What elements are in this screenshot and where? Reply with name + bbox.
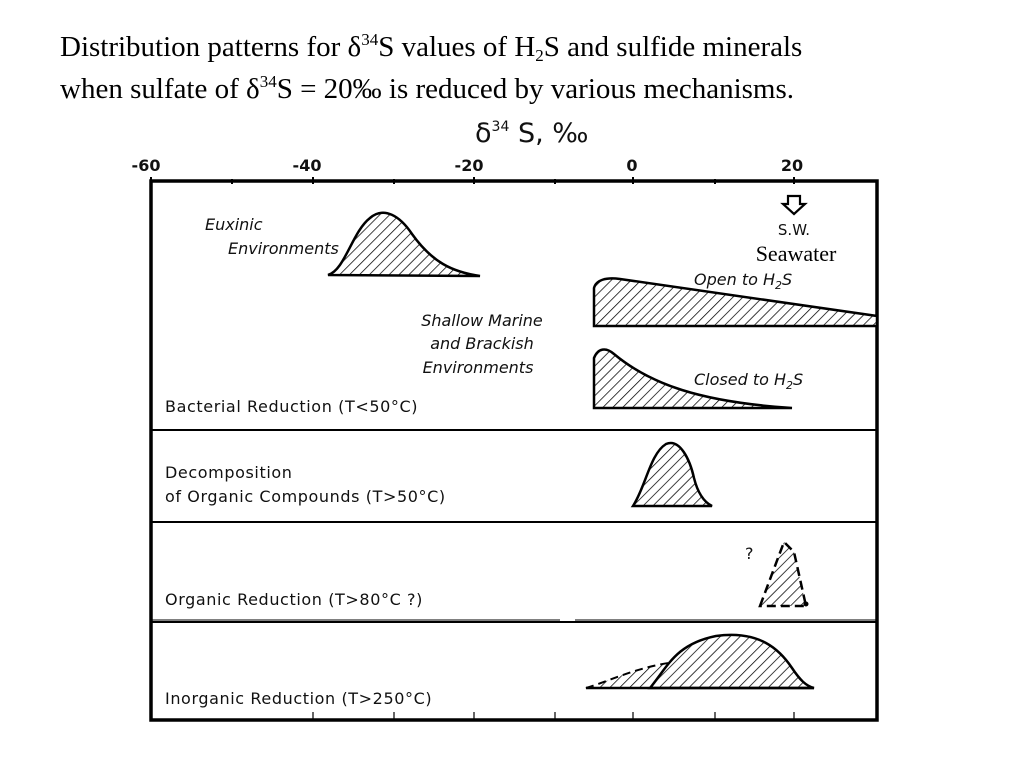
- organic-question-mark: ?: [745, 544, 754, 563]
- tick-label-neg20: -20: [455, 156, 484, 175]
- seawater-abbrev: S.W.: [778, 221, 810, 239]
- decomposition-label-1: Decomposition: [165, 463, 293, 482]
- tick-label-0: 0: [626, 156, 637, 175]
- axis-label: δ34 S, ‰: [475, 118, 588, 149]
- organic-distribution: [758, 539, 808, 608]
- open-system-distribution: [592, 277, 879, 328]
- euxinic-label-1: Euxinic: [205, 215, 263, 234]
- seawater-label: Seawater: [756, 241, 837, 266]
- shallow-label-3: Environments: [423, 358, 534, 377]
- shallow-label-2: and Brackish: [430, 334, 534, 353]
- decomposition-distribution: [630, 441, 713, 508]
- euxinic-distribution: [327, 211, 481, 278]
- bacterial-reduction-label: Bacterial Reduction (T<50°C): [165, 397, 418, 416]
- title-line-1: Distribution patterns for δ34S values of…: [60, 30, 803, 65]
- tick-label-20: 20: [781, 156, 803, 175]
- decomposition-label-2: of Organic Compounds (T>50°C): [165, 487, 446, 506]
- slide-title: Distribution patterns for δ34S values of…: [60, 26, 1010, 110]
- title-line-2: when sulfate of δ34S = 20‰ is reduced by…: [60, 72, 795, 105]
- open-label: Open to H2S: [694, 270, 792, 292]
- organic-dot: [803, 601, 809, 607]
- closed-label: Closed to H2S: [694, 370, 803, 392]
- plot-frame: [149, 179, 879, 722]
- euxinic-label-2: Environments: [228, 239, 339, 258]
- inorganic-reduction-label: Inorganic Reduction (T>250°C): [165, 689, 432, 708]
- tick-label-neg60: -60: [132, 156, 161, 175]
- closed-system-distribution: [592, 348, 793, 410]
- seawater-arrow-icon: [780, 194, 808, 216]
- inorganic-distribution: [647, 633, 815, 690]
- tick-label-neg40: -40: [293, 156, 322, 175]
- bottom-tick-marks: [312, 712, 795, 720]
- shallow-label-1: Shallow Marine: [421, 311, 543, 330]
- organic-reduction-label: Organic Reduction (T>80°C ?): [165, 590, 423, 609]
